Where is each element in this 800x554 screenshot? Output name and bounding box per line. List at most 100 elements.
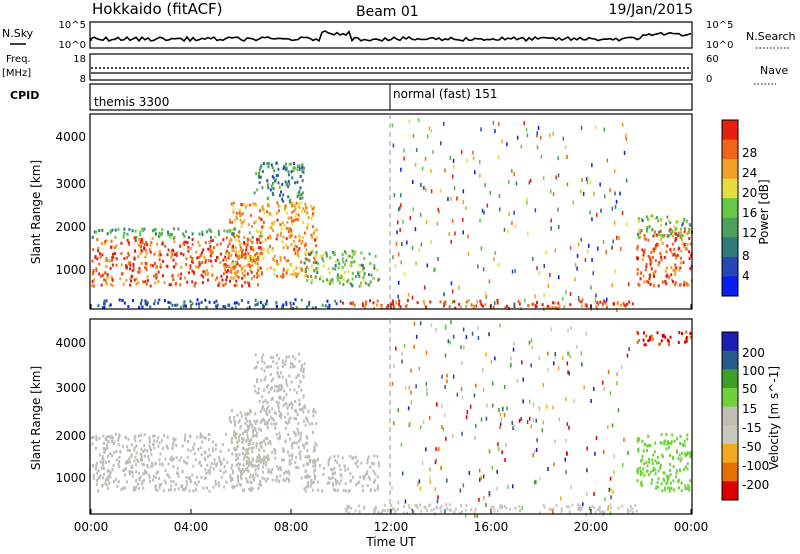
power-cell <box>392 304 395 308</box>
power-cell <box>646 229 648 233</box>
power-scatter-cell <box>602 240 605 244</box>
power-cell <box>684 246 687 250</box>
vel-scatter-cell <box>604 497 606 502</box>
power-cell <box>292 239 295 243</box>
vel-cell <box>254 353 257 357</box>
power-cell <box>281 197 284 201</box>
vel-cell <box>514 506 517 510</box>
vel-cell <box>656 331 659 335</box>
power-cell <box>670 273 673 277</box>
power-cell <box>172 258 175 262</box>
vel-cell <box>267 441 270 445</box>
vel-scatter-cell <box>391 381 394 386</box>
vel-cell <box>252 473 254 477</box>
vel-cell <box>251 423 254 427</box>
vel-cell <box>164 481 167 485</box>
power-cell <box>669 227 672 231</box>
power-cell <box>275 211 278 215</box>
power-cell <box>100 283 103 287</box>
power-cell <box>306 226 309 230</box>
vel-cell <box>268 409 271 413</box>
vel-cell <box>372 469 375 473</box>
power-cell <box>172 265 175 269</box>
vel-cell <box>473 510 476 514</box>
power-scatter-cell <box>565 290 567 295</box>
vel-cell <box>256 378 259 381</box>
vel-cell <box>197 447 200 451</box>
power-cell <box>603 300 606 304</box>
vel-cell <box>160 438 163 442</box>
vel-cell <box>103 472 105 476</box>
power-scatter-cell <box>543 264 545 268</box>
vel-cell <box>148 444 151 448</box>
power-cell <box>255 203 258 207</box>
power-cell <box>131 269 134 273</box>
power-cell <box>240 203 243 207</box>
vel-cell <box>246 434 249 437</box>
power-cell <box>304 267 307 271</box>
vel-cell <box>673 439 676 443</box>
vel-cell <box>288 420 291 424</box>
power-scatter-cell <box>529 178 532 183</box>
power-cell <box>139 230 142 234</box>
power-cell <box>480 302 483 306</box>
vel-scatter-cell <box>616 372 618 377</box>
vel-cell <box>449 508 452 512</box>
power-cell <box>285 166 288 170</box>
vel-cell <box>244 421 247 425</box>
vel-scatter-cell <box>498 408 500 412</box>
power-cell <box>234 246 237 250</box>
vel-cell <box>629 509 632 513</box>
power-cell <box>527 304 530 307</box>
vel-cell <box>659 465 662 469</box>
vel-cell <box>264 442 267 446</box>
power-cell <box>214 235 217 239</box>
power-scatter-cell <box>586 303 588 308</box>
vel-cbar-tick-m15: -15 <box>742 421 762 435</box>
power-scatter-cell <box>622 122 624 127</box>
power-cell <box>238 257 241 260</box>
vel-cell <box>166 445 168 449</box>
power-cell <box>228 304 231 308</box>
power-cell <box>554 306 557 310</box>
power-cell <box>294 207 297 211</box>
power-scatter-cell <box>396 230 398 235</box>
vel-cell <box>130 470 133 474</box>
vel-cell <box>245 468 248 472</box>
power-cell <box>126 256 129 260</box>
power-cell <box>338 281 341 285</box>
power-scatter-cell <box>591 258 593 262</box>
vel-cell <box>661 334 664 338</box>
vel-scatter-cell <box>491 465 493 470</box>
power-cell <box>219 242 222 246</box>
power-cell <box>638 219 640 223</box>
vel-scatter-cell <box>413 321 416 326</box>
power-cell <box>187 249 190 253</box>
power-scatter-cell <box>409 215 411 220</box>
vel-cell <box>267 405 270 409</box>
vel-cell <box>105 460 107 464</box>
vel-cell <box>240 475 242 479</box>
vel-scatter-cell <box>581 362 583 367</box>
power-cell <box>152 274 155 278</box>
vel-scatter-cell <box>594 451 596 456</box>
vel-cell <box>214 447 217 451</box>
vel-cell <box>147 455 150 459</box>
vel-cell <box>157 470 160 474</box>
power-cell <box>274 179 277 183</box>
power-cell <box>191 242 194 246</box>
vel-cell <box>302 370 305 374</box>
power-cell <box>176 303 179 307</box>
power-cell <box>233 265 236 269</box>
vel-cell <box>126 445 129 449</box>
vel-cell <box>312 410 314 414</box>
vel-cell <box>636 330 639 334</box>
vel-cell <box>327 460 330 464</box>
power-cell <box>182 242 185 245</box>
power-cell <box>580 304 583 308</box>
vel-scatter-cell <box>466 410 469 415</box>
power-cell <box>304 242 307 246</box>
vel-cell <box>167 462 170 466</box>
power-cell <box>250 258 253 262</box>
